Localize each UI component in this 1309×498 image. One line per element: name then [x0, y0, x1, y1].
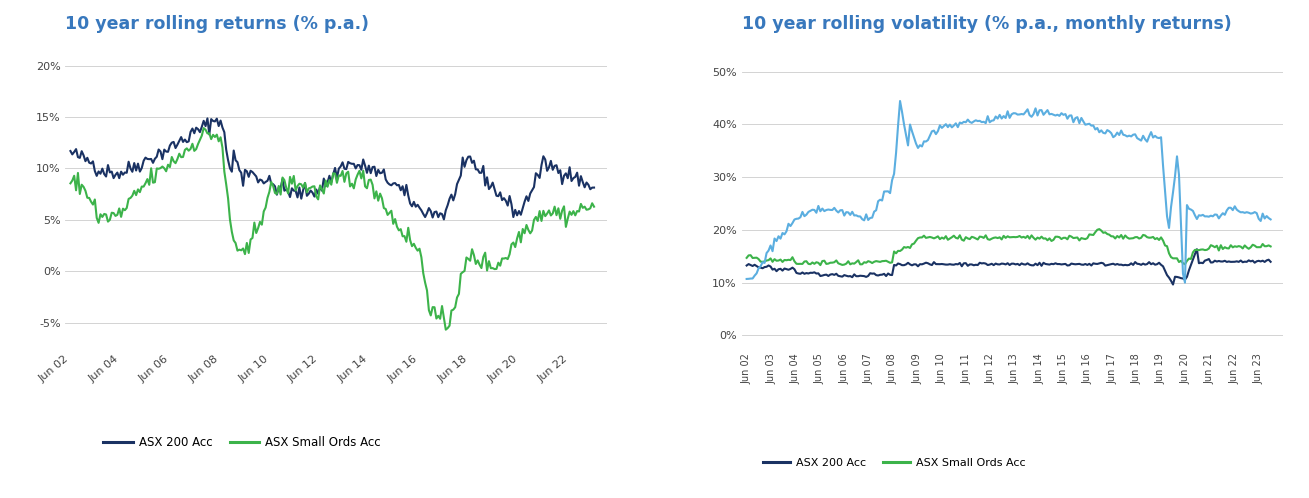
- Text: 10 year rolling volatility (% p.a., monthly returns): 10 year rolling volatility (% p.a., mont…: [742, 15, 1232, 33]
- Legend: Small vs Large rist (small proportionall x% higher than large): Small vs Large rist (small proportionall…: [758, 494, 1141, 498]
- Legend: ASX 200 Acc, ASX Small Ords Acc: ASX 200 Acc, ASX Small Ords Acc: [98, 431, 386, 454]
- Text: 10 year rolling returns (% p.a.): 10 year rolling returns (% p.a.): [65, 15, 369, 33]
